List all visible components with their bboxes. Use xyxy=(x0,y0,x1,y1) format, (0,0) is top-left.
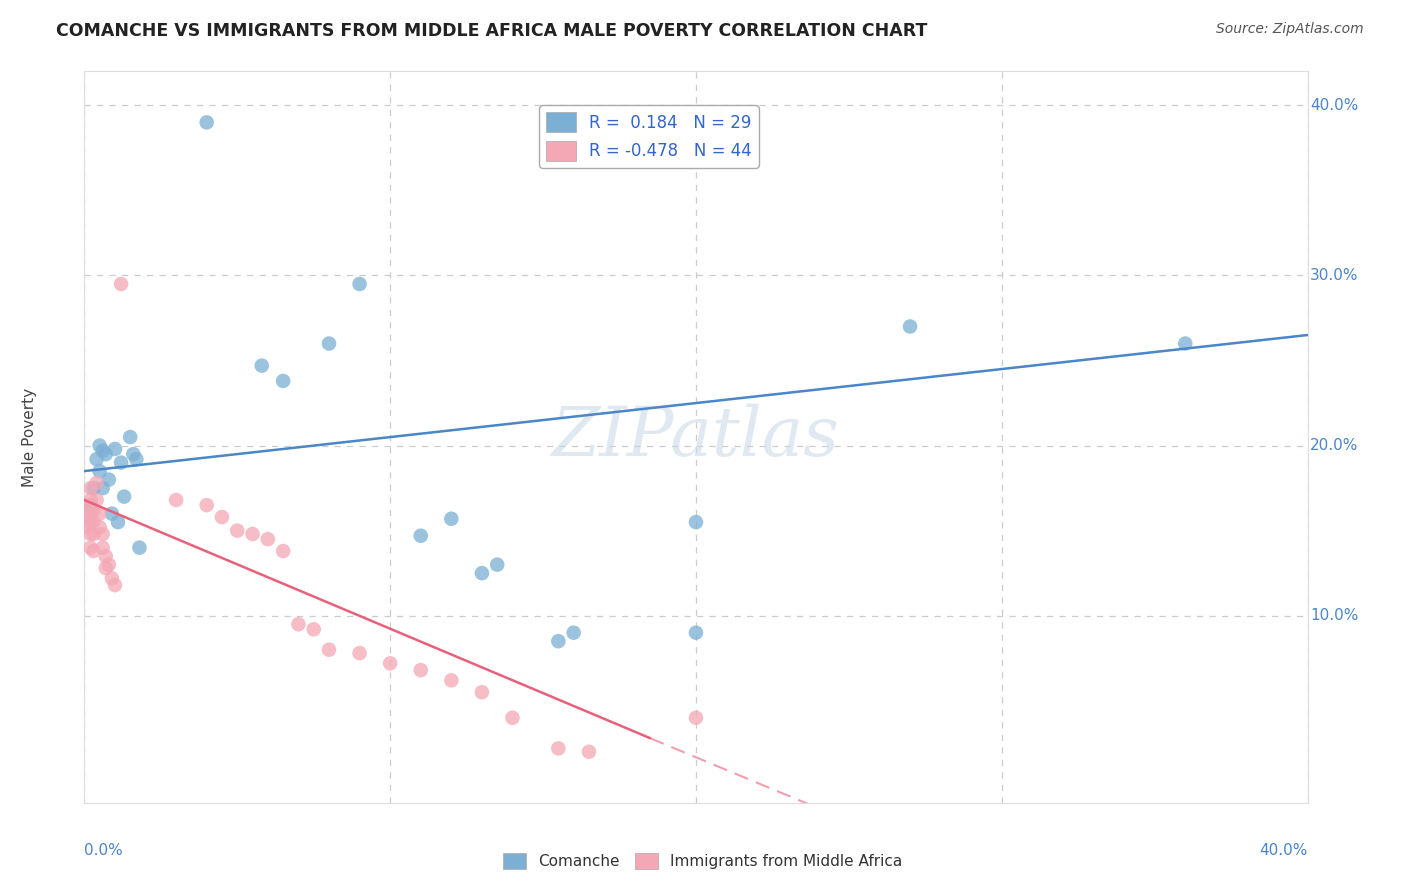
Point xyxy=(97,558,120,572)
Point xyxy=(83,503,105,517)
Point xyxy=(79,481,101,495)
Point xyxy=(318,642,340,657)
Point xyxy=(91,481,114,495)
Point xyxy=(94,549,117,563)
Text: 30.0%: 30.0% xyxy=(1310,268,1358,283)
Point xyxy=(349,277,371,291)
Text: 20.0%: 20.0% xyxy=(1310,438,1358,453)
Point xyxy=(91,443,114,458)
Point xyxy=(271,374,294,388)
Text: ZIPatlas: ZIPatlas xyxy=(553,404,839,470)
Point xyxy=(94,447,117,461)
Point xyxy=(547,741,569,756)
Point xyxy=(1174,336,1197,351)
Text: COMANCHE VS IMMIGRANTS FROM MIDDLE AFRICA MALE POVERTY CORRELATION CHART: COMANCHE VS IMMIGRANTS FROM MIDDLE AFRIC… xyxy=(56,22,928,40)
Point xyxy=(120,430,142,444)
Point xyxy=(380,657,402,671)
Point xyxy=(122,447,145,461)
Text: 10.0%: 10.0% xyxy=(1310,608,1358,624)
Point xyxy=(101,571,124,585)
Point xyxy=(89,507,111,521)
Point xyxy=(257,532,280,546)
Point xyxy=(83,515,105,529)
Point xyxy=(79,498,101,512)
Point xyxy=(685,515,707,529)
Point xyxy=(79,515,101,529)
Point xyxy=(547,634,569,648)
Point xyxy=(287,617,309,632)
Point xyxy=(76,510,98,524)
Point xyxy=(578,745,600,759)
Point xyxy=(242,527,264,541)
Point xyxy=(86,493,108,508)
Legend: R =  0.184   N = 29, R = -0.478   N = 44: R = 0.184 N = 29, R = -0.478 N = 44 xyxy=(538,105,759,168)
Point xyxy=(318,336,340,351)
Text: 40.0%: 40.0% xyxy=(1310,98,1358,113)
Point xyxy=(271,544,294,558)
Point xyxy=(685,625,707,640)
Point xyxy=(898,319,921,334)
Point xyxy=(83,481,105,495)
Point xyxy=(104,578,127,592)
Point xyxy=(409,663,432,677)
Point xyxy=(165,493,187,508)
Point xyxy=(110,277,132,291)
Point xyxy=(107,515,129,529)
Point xyxy=(79,527,101,541)
Point xyxy=(76,498,98,512)
Point xyxy=(685,711,707,725)
Point xyxy=(440,673,463,688)
Point xyxy=(125,452,148,467)
Point xyxy=(486,558,509,572)
Point xyxy=(83,544,105,558)
Point xyxy=(226,524,249,538)
Point xyxy=(195,498,218,512)
Text: Source: ZipAtlas.com: Source: ZipAtlas.com xyxy=(1216,22,1364,37)
Point xyxy=(89,464,111,478)
Point xyxy=(101,507,124,521)
Point xyxy=(86,475,108,490)
Point xyxy=(409,529,432,543)
Point xyxy=(110,456,132,470)
Point xyxy=(104,442,127,456)
Point xyxy=(302,622,325,636)
Text: 0.0%: 0.0% xyxy=(84,843,124,858)
Point xyxy=(211,510,233,524)
Point xyxy=(91,527,114,541)
Point xyxy=(83,527,105,541)
Point xyxy=(76,520,98,534)
Point xyxy=(79,541,101,555)
Point xyxy=(97,473,120,487)
Text: 40.0%: 40.0% xyxy=(1260,843,1308,858)
Text: Male Poverty: Male Poverty xyxy=(22,387,37,487)
Point xyxy=(79,507,101,521)
Point xyxy=(128,541,150,555)
Point xyxy=(195,115,218,129)
Point xyxy=(91,541,114,555)
Point xyxy=(79,493,101,508)
Point xyxy=(112,490,135,504)
Point xyxy=(250,359,273,373)
Point xyxy=(471,566,494,581)
Point xyxy=(89,439,111,453)
Point xyxy=(471,685,494,699)
Legend: Comanche, Immigrants from Middle Africa: Comanche, Immigrants from Middle Africa xyxy=(498,847,908,875)
Point xyxy=(562,625,585,640)
Point xyxy=(89,520,111,534)
Point xyxy=(502,711,524,725)
Point xyxy=(349,646,371,660)
Point xyxy=(86,452,108,467)
Point xyxy=(440,512,463,526)
Point xyxy=(94,561,117,575)
